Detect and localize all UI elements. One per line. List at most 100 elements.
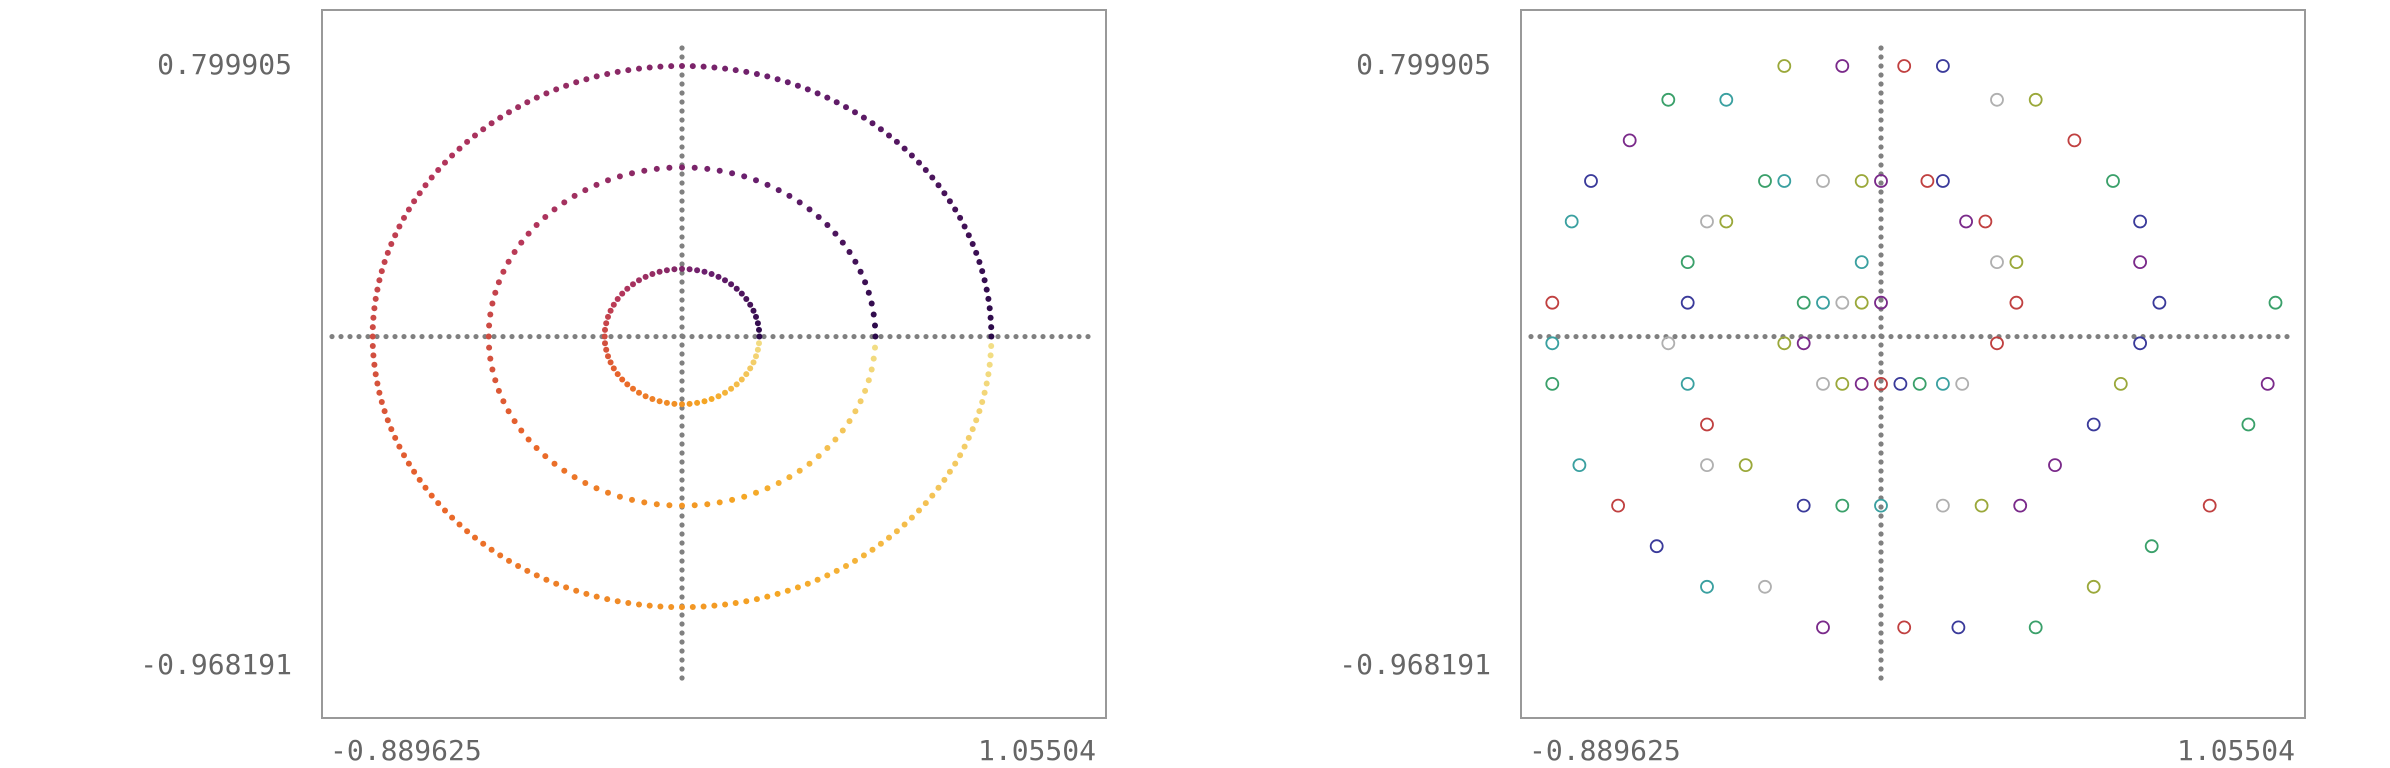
ring-point <box>543 90 550 97</box>
axis-dot-horizontal <box>1816 333 1822 340</box>
axis-dot-vertical <box>679 45 685 51</box>
ring-point <box>814 576 821 583</box>
axis-dot-vertical <box>679 414 685 420</box>
axis-dot-horizontal <box>2095 333 2101 340</box>
scatter-point <box>1897 620 1912 635</box>
ring-point <box>775 480 782 486</box>
ring-point <box>969 426 976 433</box>
axis-dot-horizontal <box>1049 333 1055 340</box>
axis-dot-vertical <box>1878 504 1884 510</box>
axis-dot-vertical <box>1878 189 1884 195</box>
ring-point <box>488 120 495 127</box>
ring-point <box>976 408 983 415</box>
ring-point <box>868 300 875 307</box>
ring-point <box>411 198 418 205</box>
scatter-point <box>1545 376 1560 391</box>
ring-point <box>641 499 648 506</box>
axis-dot-vertical <box>1878 135 1884 141</box>
axis-dot-vertical <box>679 225 685 231</box>
axis-dot-vertical <box>1878 621 1884 627</box>
axis-dot-horizontal <box>2158 333 2164 340</box>
ring-point <box>449 514 456 521</box>
scatter-point <box>1680 295 1695 310</box>
axis-dot-horizontal <box>1627 333 1633 340</box>
ring-point <box>561 199 568 206</box>
ring-point <box>694 267 701 274</box>
axis-dot-vertical <box>679 666 685 672</box>
ring-point <box>753 71 760 77</box>
axis-dot-vertical <box>1878 378 1884 384</box>
ring-point <box>908 514 915 521</box>
ring-point <box>630 281 636 288</box>
scatter-point <box>1874 376 1888 391</box>
axis-dot-vertical <box>1878 630 1884 636</box>
scatter-point <box>1758 579 1772 594</box>
axis-dot-vertical <box>679 351 685 357</box>
ring-point <box>449 152 456 159</box>
ring-point <box>505 258 512 265</box>
axis-dot-vertical <box>679 468 685 474</box>
axis-dot-vertical <box>1878 648 1884 654</box>
scatter-point <box>1700 417 1714 432</box>
axis-dot-horizontal <box>1708 333 1714 340</box>
axis-dot-vertical <box>1878 153 1884 159</box>
scatter-point <box>1990 336 2004 351</box>
ring-point <box>378 268 385 275</box>
axis-dot-vertical <box>679 639 685 645</box>
ring-point <box>877 126 884 133</box>
ring-point <box>722 601 729 608</box>
ring-point <box>401 452 407 459</box>
ring-point <box>553 580 560 587</box>
axis-dot-horizontal <box>851 333 857 340</box>
scatter-point <box>2048 458 2062 473</box>
ring-point <box>607 359 614 366</box>
ring-point <box>500 398 507 405</box>
ring-point <box>946 198 953 205</box>
ring-point <box>614 296 621 302</box>
ring-point <box>605 489 611 496</box>
axis-dot-horizontal <box>1609 333 1615 340</box>
axis-dot-vertical <box>1878 99 1884 105</box>
axis-dot-horizontal <box>2203 333 2209 340</box>
scatter-point <box>1816 620 1830 635</box>
ring-point <box>607 307 614 314</box>
axis-dot-vertical <box>1878 603 1884 609</box>
scatter-point <box>1719 92 1734 107</box>
ring-point <box>824 572 831 579</box>
ring-point <box>411 468 418 475</box>
scatter-point <box>2028 92 2043 107</box>
axis-dot-horizontal <box>356 333 362 340</box>
axis-dot-horizontal <box>581 333 587 340</box>
ring-point <box>480 540 487 547</box>
axis-dot-horizontal <box>2221 333 2227 340</box>
axis-dot-horizontal <box>860 333 866 340</box>
axis-dot-horizontal <box>1861 333 1867 340</box>
axis-dot-horizontal <box>563 333 569 340</box>
scatter-point <box>1920 174 1935 188</box>
axis-dot-vertical <box>679 648 685 654</box>
axis-dot-vertical <box>1878 297 1884 303</box>
ring-point <box>666 502 673 509</box>
axis-dot-horizontal <box>797 333 803 340</box>
ring-point <box>700 63 707 70</box>
ring-point <box>868 366 875 373</box>
scatter-point <box>1611 498 1625 513</box>
axis-dot-vertical <box>1878 639 1884 645</box>
ring-point <box>666 164 673 171</box>
axis-dot-horizontal <box>914 333 920 340</box>
ring-point <box>428 174 435 181</box>
ring-point <box>511 249 518 255</box>
axis-dot-horizontal <box>734 333 740 340</box>
axis-dot-horizontal <box>1951 333 1957 340</box>
scatter-point <box>1897 59 1912 73</box>
ring-point <box>405 460 412 467</box>
ring-point <box>686 400 693 407</box>
axis-dot-vertical <box>1878 531 1884 537</box>
ring-point <box>756 333 763 340</box>
axis-dot-vertical <box>679 540 685 546</box>
ring-point <box>663 399 670 406</box>
scatter-point <box>1816 295 1830 310</box>
ring-point <box>657 63 664 70</box>
ring-point <box>754 346 761 353</box>
ring-point <box>806 206 813 213</box>
